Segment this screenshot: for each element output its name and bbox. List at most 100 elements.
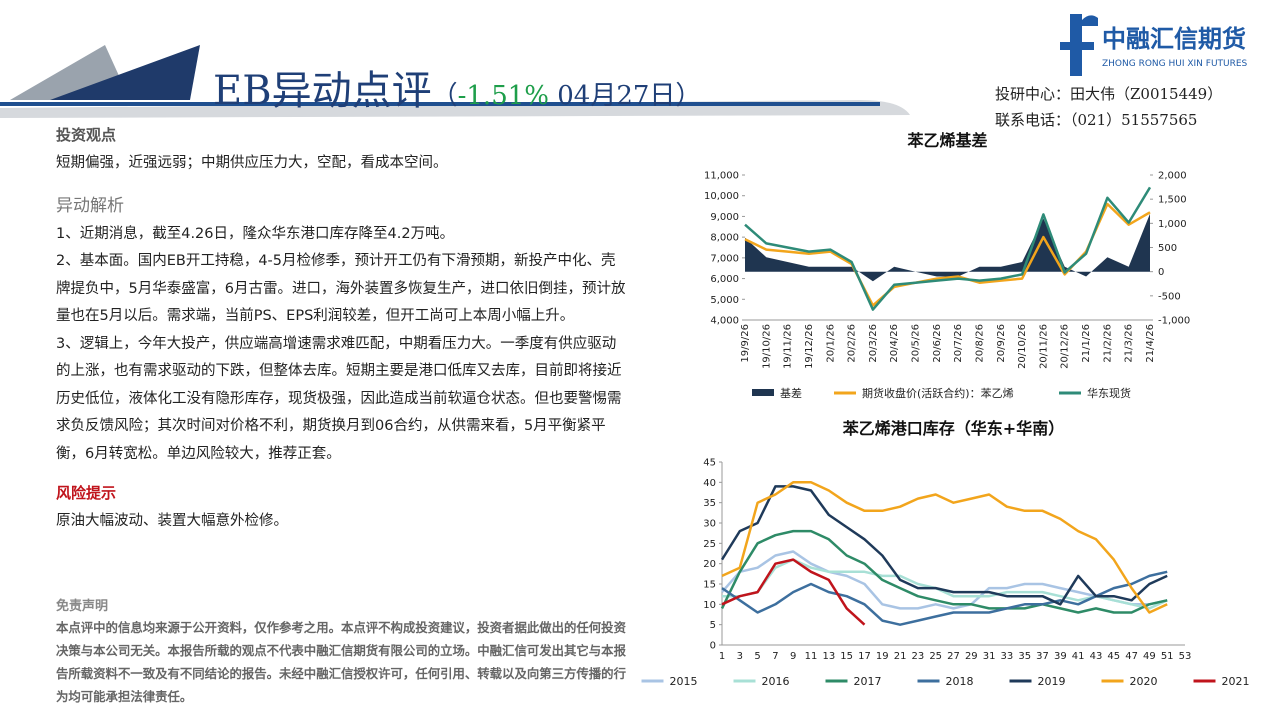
y-tick-label: 7,000 (710, 253, 739, 264)
x-tick-label: 23 (912, 651, 925, 662)
x-tick-label: 5 (754, 651, 760, 662)
x-tick-label: 21/2/26 (1102, 324, 1113, 363)
logo-mark (1060, 42, 1094, 50)
logo-english: ZHONG RONG HUI XIN FUTURES (1102, 59, 1248, 69)
x-tick-label: 1 (719, 651, 725, 662)
title-change: -1.51% (457, 81, 549, 111)
x-tick-label: 20/11/26 (1038, 324, 1049, 369)
y-tick-label: 40 (703, 478, 716, 489)
view-text: 短期偏强，近强远弱；中期供应压力大，空配，看成本空间。 (56, 154, 448, 171)
x-tick-label: 35 (1018, 651, 1031, 662)
x-tick-label: 49 (1143, 651, 1156, 662)
y2-tick-label: 2,000 (1158, 171, 1187, 182)
y-tick-label: 30 (703, 519, 716, 530)
y-tick-label: 6,000 (710, 274, 739, 285)
y-tick-label: 35 (703, 498, 716, 509)
x-tick-label: 9 (790, 651, 796, 662)
y-tick-label: 20 (703, 559, 716, 570)
legend-label: 2020 (1130, 675, 1158, 688)
y-tick-label: 9,000 (710, 212, 739, 223)
risk-heading: 风险提示 (56, 484, 117, 502)
x-tick-label: 11 (805, 651, 818, 662)
y-tick-label: 0 (710, 641, 716, 652)
legend-label: 华东现货 (1087, 386, 1131, 400)
view-heading: 投资观点 (56, 126, 117, 144)
y-tick-label: 8,000 (710, 233, 739, 244)
contact-center: 投研中心：田大伟（Z0015449） (995, 85, 1223, 103)
line (744, 202, 1151, 307)
disclaimer: 免责声明 本点评中的信息均来源于公开资料，仅作参考之用。本点评不构成投资建议，投… (56, 598, 634, 708)
title-date: 04月27日） (549, 81, 702, 111)
x-tick-label: 45 (1107, 651, 1120, 662)
x-tick-label: 17 (858, 651, 871, 662)
risk-text: 原油大幅波动、装置大幅意外检修。 (56, 512, 288, 529)
x-tick-label: 19/11/26 (783, 324, 794, 369)
y2-tick-label: -1,000 (1158, 316, 1190, 327)
legend-label: 2015 (670, 675, 698, 688)
y2-tick-label: 0 (1158, 267, 1164, 278)
analysis-item: 2、基本面。国内EB开工持稳，4-5月检修季，预计开工仍有下滑预期，新投产中化、… (56, 253, 626, 324)
x-tick-label: 33 (1001, 651, 1014, 662)
x-tick-label: 20/12/26 (1060, 324, 1071, 369)
x-tick-label: 27 (947, 651, 960, 662)
x-tick-label: 3 (737, 651, 743, 662)
header-bar (0, 102, 880, 106)
x-tick-label: 25 (929, 651, 942, 662)
deco-triangle (50, 45, 200, 100)
x-tick-label: 20/10/26 (1017, 324, 1028, 369)
analysis-heading: 异动解析 (56, 196, 124, 216)
x-tick-label: 51 (1161, 651, 1174, 662)
x-tick-label: 20/1/26 (825, 324, 836, 363)
x-tick-label: 20/2/26 (847, 324, 858, 363)
disclaimer-heading: 免责声明 (56, 599, 109, 614)
line (720, 485, 1168, 606)
y2-tick-label: 1,000 (1158, 219, 1187, 230)
legend-label: 基差 (780, 386, 802, 400)
x-tick-label: 20/6/26 (932, 324, 943, 363)
disclaimer-text: 本点评中的信息均来源于公开资料，仅作参考之用。本点评不构成投资建议，投资者据此做… (56, 620, 626, 704)
y-tick-label: 10,000 (704, 191, 739, 202)
x-tick-label: 47 (1125, 651, 1138, 662)
y2-tick-label: 500 (1158, 243, 1177, 254)
x-tick-label: 7 (772, 651, 778, 662)
legend-label: 2019 (1038, 675, 1066, 688)
legend-label: 2018 (946, 675, 974, 688)
analysis-item: 1、近期消息，截至4.26日，隆众华东港口库存降至4.2万吨。 (56, 225, 455, 242)
page-title: EB异动点评（-1.51% 04月27日） (213, 58, 701, 116)
x-tick-label: 20/7/26 (953, 324, 964, 363)
text-column: 投资观点 短期偏强，近强远弱；中期供应压力大，空配，看成本空间。 异动解析 1、… (56, 122, 628, 535)
chart-title: 苯乙烯港口库存（华东+华南） (842, 419, 1064, 438)
line (720, 529, 1168, 614)
y-tick-label: 10 (703, 600, 716, 611)
line (721, 550, 1168, 610)
title-open: （ (431, 81, 458, 111)
x-tick-label: 39 (1054, 651, 1067, 662)
y2-tick-label: -500 (1158, 291, 1181, 302)
x-tick-label: 20/4/26 (889, 324, 900, 363)
x-tick-label: 21/4/26 (1145, 324, 1156, 363)
x-tick-label: 31 (983, 651, 996, 662)
y2-tick-label: 1,500 (1158, 195, 1187, 206)
y-tick-label: 45 (703, 458, 716, 469)
y-tick-label: 4,000 (710, 316, 739, 327)
x-tick-label: 19 (876, 651, 889, 662)
x-tick-label: 21/3/26 (1124, 324, 1135, 363)
x-tick-label: 19/9/26 (740, 324, 751, 363)
x-tick-label: 43 (1090, 651, 1103, 662)
y-tick-label: 25 (703, 539, 716, 550)
legend-label: 期货收盘价(活跃合约)：苯乙烯 (862, 386, 1014, 400)
line (721, 481, 1168, 614)
area (745, 213, 1150, 282)
x-tick-label: 15 (840, 651, 853, 662)
legend-swatch (752, 389, 774, 396)
title-main: EB异动点评 (213, 68, 432, 114)
x-tick-label: 13 (822, 651, 835, 662)
legend-label: 2021 (1222, 675, 1250, 688)
line (744, 186, 1152, 311)
y-tick-label: 11,000 (704, 171, 739, 182)
x-tick-label: 29 (965, 651, 978, 662)
x-tick-label: 53 (1179, 651, 1192, 662)
x-tick-label: 20/8/26 (974, 324, 985, 363)
legend-label: 2016 (762, 675, 790, 688)
